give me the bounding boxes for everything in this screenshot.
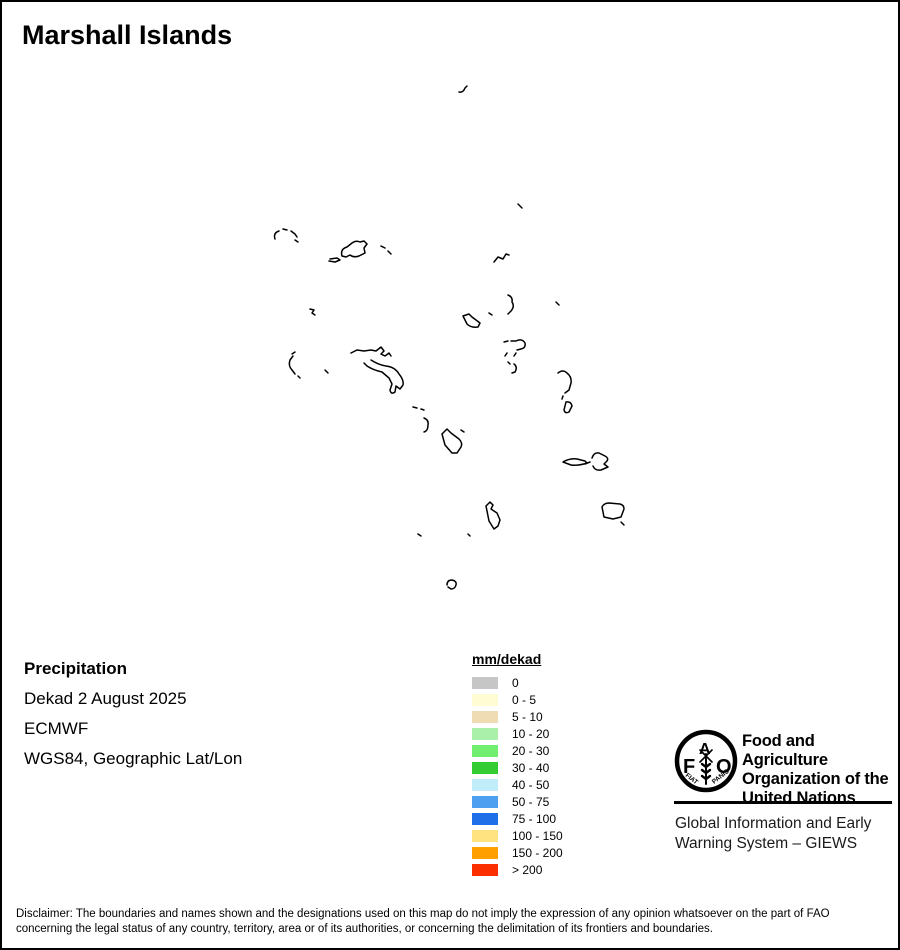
island-ailinglaplap	[441, 428, 463, 454]
island-rongelap-west	[328, 257, 341, 263]
legend-row: 20 - 30	[472, 742, 563, 759]
island-lib	[412, 406, 425, 411]
marshall-islands-map	[273, 85, 625, 590]
legend-label: 100 - 150	[512, 828, 563, 843]
island-mili-islet	[620, 521, 625, 526]
fao-logo-letter-o: O	[716, 756, 732, 778]
island-ailuk	[488, 312, 493, 316]
legend-items: 0 0 - 5 5 - 10 10 - 20 20 - 30 30 - 40 40 - 50…	[472, 674, 563, 878]
island-lae	[324, 369, 329, 374]
island-mejit	[507, 294, 515, 315]
legend-row: > 200	[472, 861, 563, 878]
legend-color-swatch	[472, 693, 498, 706]
legend-label: 40 - 50	[512, 777, 550, 792]
legend-color-swatch	[472, 829, 498, 842]
wheat-stalk-icon	[699, 749, 713, 785]
legend-label: 10 - 20	[512, 726, 550, 741]
legend-label: 0	[512, 675, 519, 690]
fao-logo-icon: F A O FIAT PANIS	[674, 729, 738, 793]
legend: mm/dekad 0 0 - 5 5 - 10 10 - 20 20 - 30 30 - …	[472, 651, 563, 878]
island-namorik	[467, 533, 471, 537]
legend-row: 30 - 40	[472, 759, 563, 776]
giews-label: Global Information and Early Warning Sys…	[675, 815, 872, 852]
legend-row: 0	[472, 674, 563, 691]
legend-color-swatch	[472, 795, 498, 808]
legend-label: 0 - 5	[512, 692, 537, 707]
legend-color-swatch	[472, 761, 498, 774]
legend-label: 5 - 10	[512, 709, 543, 724]
island-jaluit	[485, 501, 501, 530]
legend-row: 5 - 10	[472, 708, 563, 725]
fao-divider-line	[674, 801, 892, 804]
legend-row: 40 - 50	[472, 776, 563, 793]
legend-row: 75 - 100	[472, 810, 563, 827]
island-maloelap	[557, 370, 572, 400]
legend-label: > 200	[512, 862, 543, 877]
island-rongelap	[340, 240, 368, 258]
fao-branding: F A O FIAT PANIS Food and Agriculture Or…	[674, 729, 892, 859]
legend-label: 50 - 75	[512, 794, 550, 809]
fao-organization-name: Food and Agriculture Organization of the…	[742, 732, 889, 807]
island-ebon	[446, 579, 457, 590]
legend-label: 150 - 200	[512, 845, 563, 860]
info-source-label: ECMWF	[24, 719, 89, 738]
legend-row: 10 - 20	[472, 725, 563, 742]
island-utirik	[493, 253, 510, 263]
legend-row: 150 - 200	[472, 844, 563, 861]
legend-row: 50 - 75	[472, 793, 563, 810]
island-namu	[423, 417, 429, 433]
island-majuro	[562, 458, 588, 466]
legend-color-swatch	[472, 863, 498, 876]
island-erikub	[507, 361, 518, 374]
info-dekad-label: Dekad 2 August 2025	[24, 689, 187, 708]
island-wotje	[503, 339, 526, 357]
island-kili	[417, 533, 422, 537]
legend-color-swatch	[472, 710, 498, 723]
legend-label: 30 - 40	[512, 760, 550, 775]
legend-color-swatch	[472, 846, 498, 859]
legend-row: 0 - 5	[472, 691, 563, 708]
legend-color-swatch	[472, 744, 498, 757]
legend-color-swatch	[472, 727, 498, 740]
legend-title: mm/dekad	[472, 651, 542, 667]
island-aur	[563, 401, 573, 414]
island-kwajalein-south	[363, 359, 404, 394]
page-title: Marshall Islands	[22, 20, 233, 50]
island-jemo	[555, 301, 560, 306]
island-likiep	[462, 313, 481, 328]
legend-color-swatch	[472, 778, 498, 791]
island-bikar	[458, 85, 468, 93]
info-precipitation-label: Precipitation	[24, 659, 127, 678]
legend-label: 20 - 30	[512, 743, 550, 758]
legend-label: 75 - 100	[512, 811, 557, 826]
legend-color-swatch	[472, 812, 498, 825]
island-rongerik	[380, 245, 392, 255]
fao-logo-letter-f: F	[683, 756, 695, 778]
map-info-block: Precipitation Dekad 2 August 2025 ECMWF …	[24, 654, 242, 774]
island-mili	[601, 502, 625, 520]
island-wotho	[309, 308, 316, 316]
island-arno	[584, 452, 609, 471]
disclaimer-text: Disclaimer: The boundaries and names sho…	[16, 908, 830, 935]
legend-color-swatch	[472, 676, 498, 689]
info-projection-label: WGS84, Geographic Lat/Lon	[24, 749, 243, 768]
island-ujae	[288, 351, 301, 379]
island-jabwot	[460, 429, 465, 433]
island-kwajalein-north	[350, 346, 392, 357]
island-bikini	[273, 228, 299, 243]
island-taka	[517, 203, 523, 209]
legend-row: 100 - 150	[472, 827, 563, 844]
